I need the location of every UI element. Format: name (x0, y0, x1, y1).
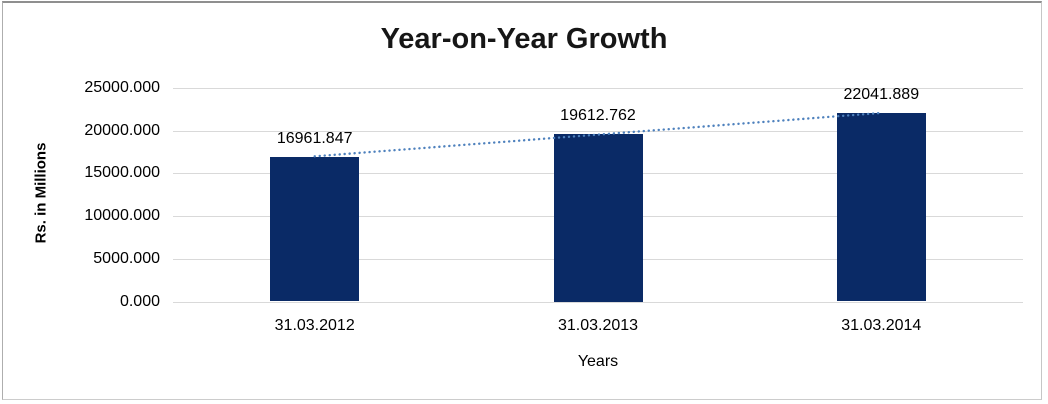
y-tick-label: 20000.000 (84, 121, 160, 139)
y-tick-label: 5000.000 (93, 249, 160, 267)
gridline (173, 88, 1023, 89)
bar (836, 113, 926, 302)
bar (553, 134, 643, 302)
bar-data-label: 22041.889 (843, 86, 920, 104)
x-tick-label: 31.03.2013 (557, 317, 639, 334)
y-tick-label: 15000.000 (84, 164, 160, 182)
bar-data-label: 16961.847 (276, 129, 353, 147)
y-tick-label: 10000.000 (84, 207, 160, 225)
bar-data-label: 19612.762 (560, 107, 636, 124)
x-axis-title: Years (577, 353, 619, 370)
x-tick-label: 31.03.2012 (274, 317, 355, 334)
trendline (313, 111, 883, 158)
gridline (173, 130, 1023, 132)
y-tick-label: 25000.000 (84, 79, 160, 96)
chart-title: Year-on-Year Growth (380, 23, 668, 55)
plot-area: 16961.847 19612.762 22041.889 (173, 86, 1023, 303)
bar (270, 156, 360, 302)
x-tick-label: 31.03.2014 (841, 317, 922, 334)
gridline (173, 301, 1023, 303)
y-tick-label: 0.000 (119, 292, 160, 310)
y-axis-title: Rs. in Millions (32, 142, 50, 244)
